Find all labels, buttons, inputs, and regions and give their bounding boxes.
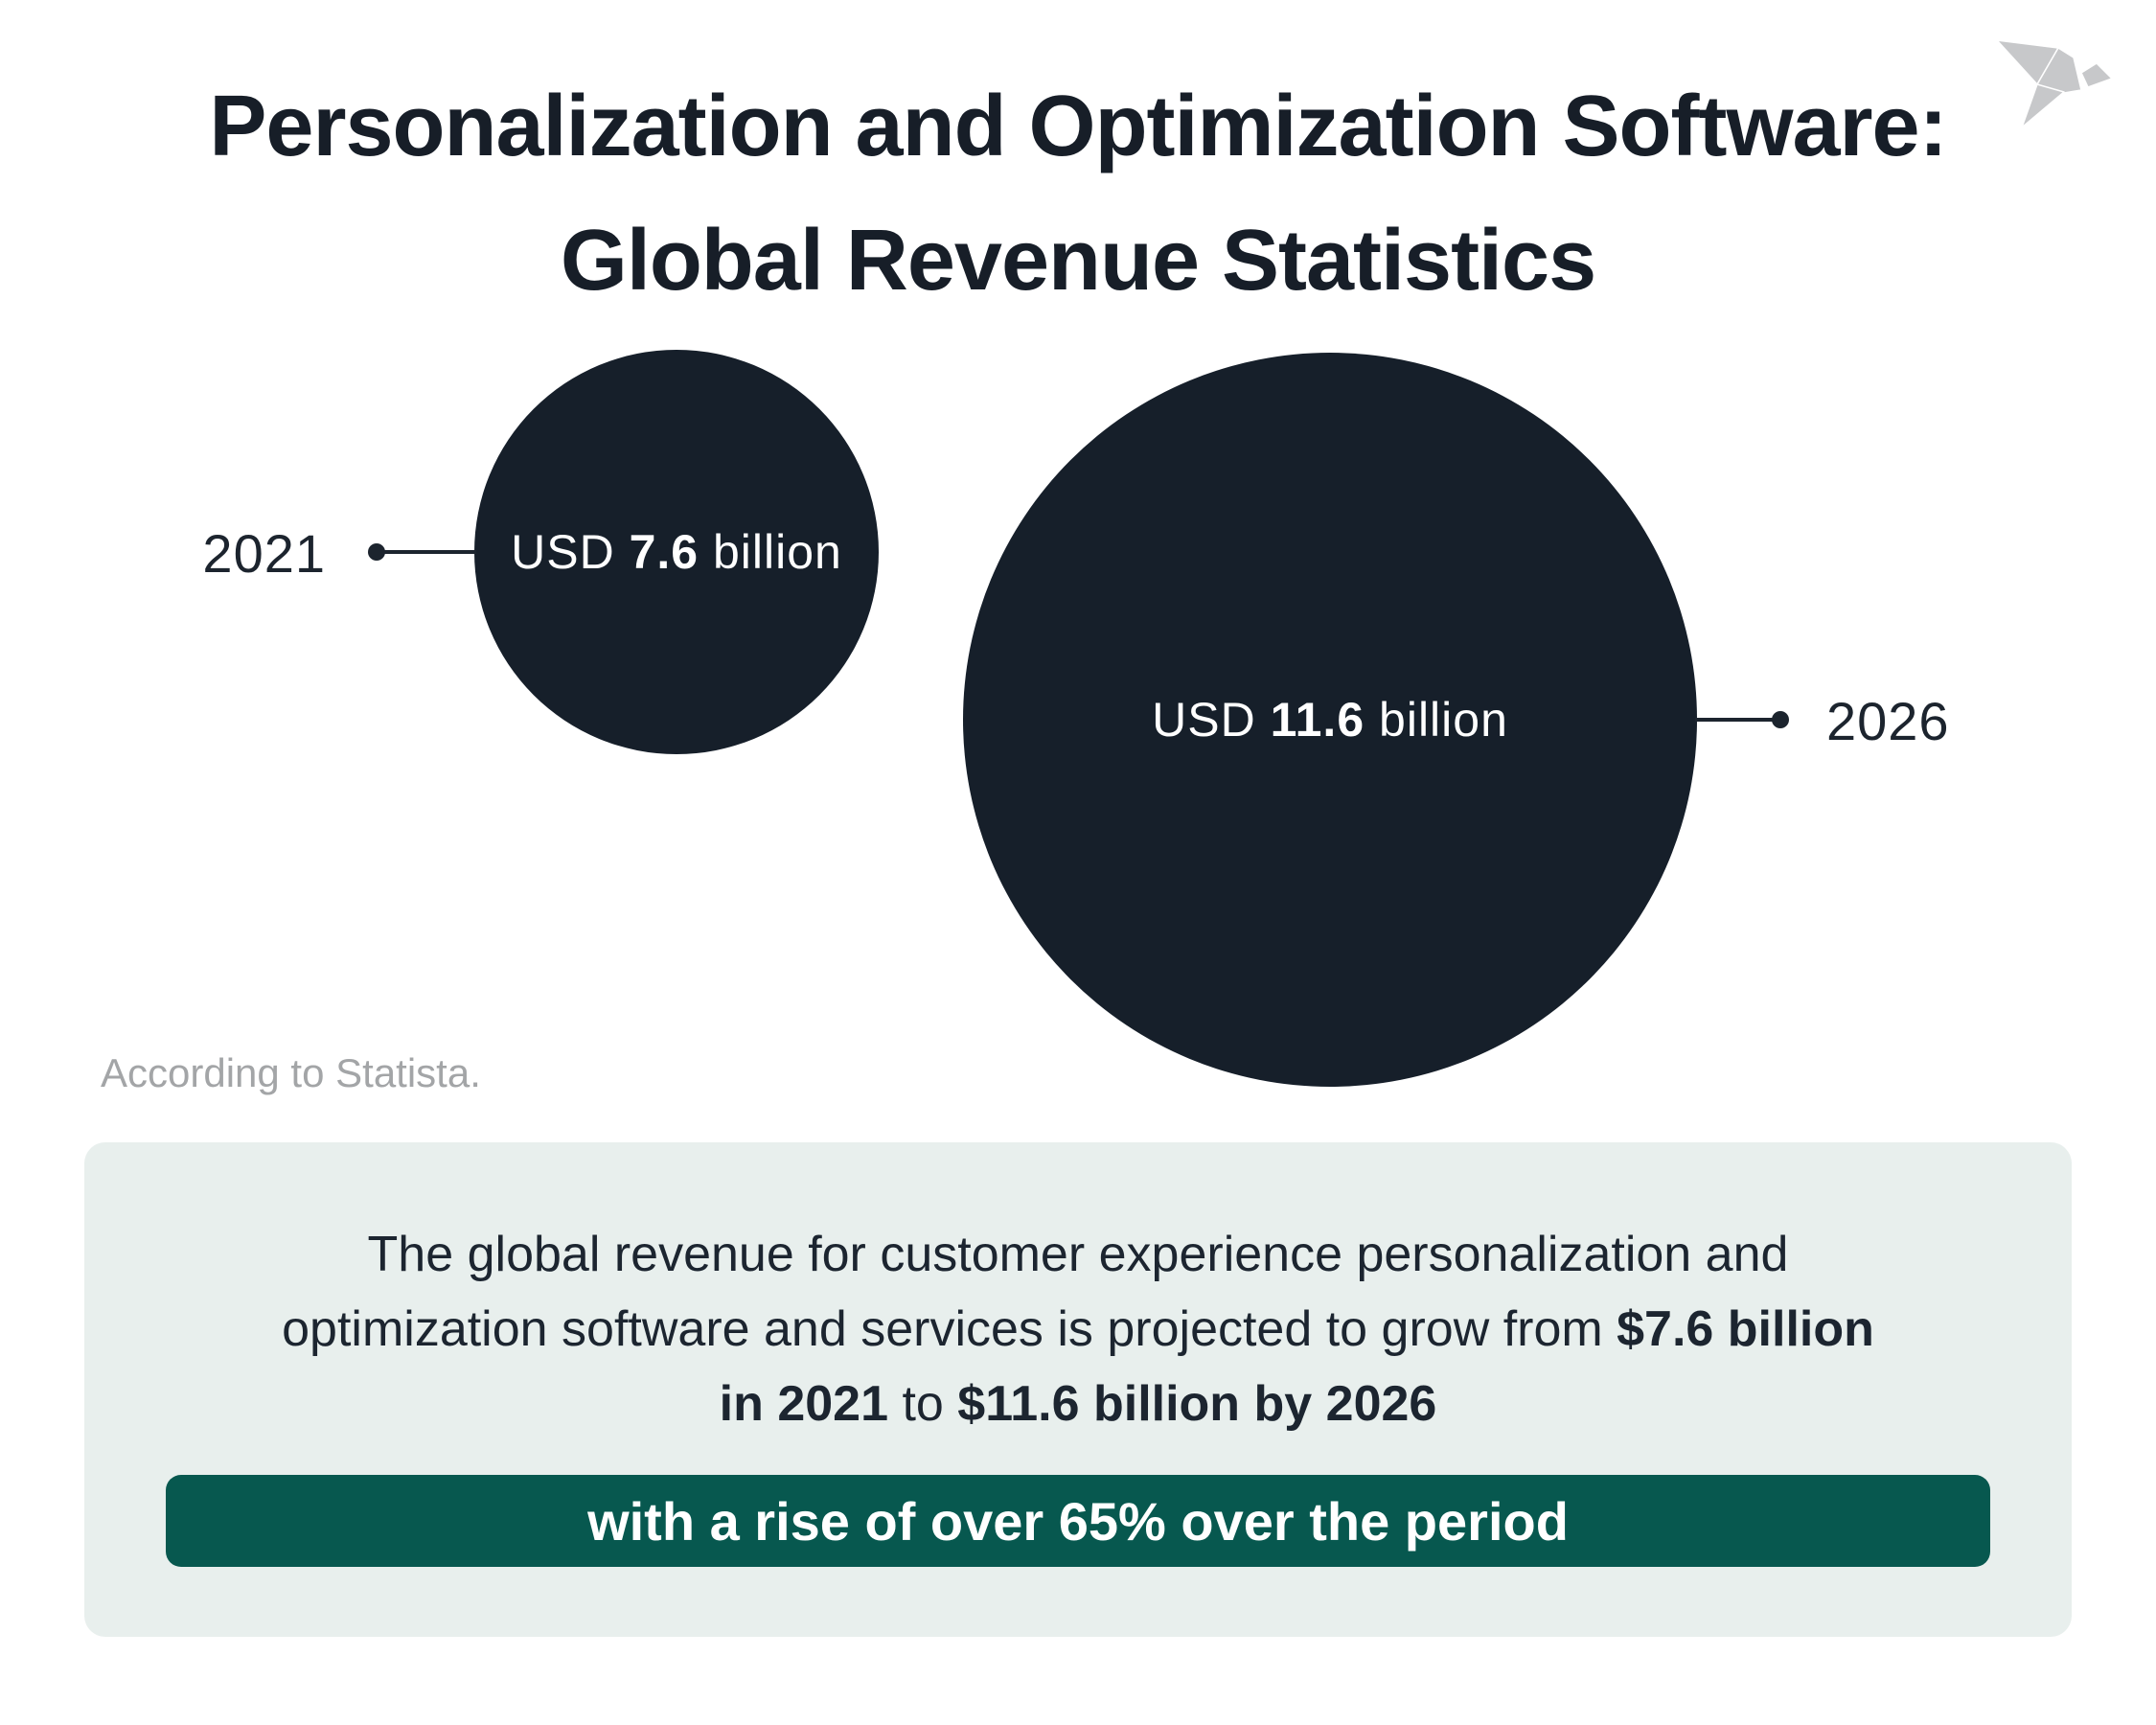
bubble-2021-value-suffix: billion <box>699 525 842 579</box>
bubble-2021-value-prefix: USD <box>511 525 630 579</box>
summary-line3: in 2021 to $11.6 billion by 2026 <box>84 1367 2072 1441</box>
bubble-2021: USD 7.6 billion <box>474 350 879 754</box>
bubble-2026-value-number: 11.6 <box>1270 693 1365 747</box>
year-label-2026: 2026 <box>1826 691 1950 751</box>
logo-head <box>2080 62 2113 88</box>
summary-line3-bold2: $11.6 billion by 2026 <box>957 1376 1437 1432</box>
year-label-2021: 2021 <box>202 523 326 584</box>
summary-box: The global revenue for customer experien… <box>84 1142 2072 1637</box>
summary-line2-regular: optimization software and services is pr… <box>282 1301 1617 1357</box>
summary-line3-regular: to <box>888 1376 958 1432</box>
summary-paragraph: The global revenue for customer experien… <box>84 1217 2072 1441</box>
connector-line-2026 <box>1695 718 1780 722</box>
summary-line3-bold1: in 2021 <box>719 1376 889 1432</box>
page-title-line2: Global Revenue Statistics <box>560 213 1596 309</box>
bubble-2026: USD 11.6 billion <box>963 353 1697 1087</box>
bubble-2026-value-suffix: billion <box>1365 693 1508 747</box>
bubble-2021-value-number: 7.6 <box>629 525 700 579</box>
origami-bird-logo <box>1996 39 2113 128</box>
connector-dot-2026 <box>1772 711 1789 728</box>
summary-line2-bold: $7.6 billion <box>1617 1301 1874 1357</box>
source-note: According to Statista. <box>101 1050 481 1095</box>
connector-line-2021 <box>376 550 476 554</box>
page-title-line1: Personalization and Optimization Softwar… <box>209 79 1947 174</box>
summary-line1-text: The global revenue for customer experien… <box>367 1227 1789 1282</box>
summary-line2: optimization software and services is pr… <box>84 1292 2072 1367</box>
bubble-2026-value: USD 11.6 billion <box>1152 692 1508 748</box>
summary-line1: The global revenue for customer experien… <box>84 1217 2072 1292</box>
bubble-2021-value: USD 7.6 billion <box>511 524 842 580</box>
page-title: Personalization and Optimization Softwar… <box>0 59 2156 328</box>
highlight-banner-text: with a rise of over 65% over the period <box>587 1490 1569 1552</box>
highlight-banner: with a rise of over 65% over the period <box>166 1475 1990 1567</box>
logo-tail <box>2021 83 2065 128</box>
bubble-2026-value-prefix: USD <box>1152 693 1271 747</box>
